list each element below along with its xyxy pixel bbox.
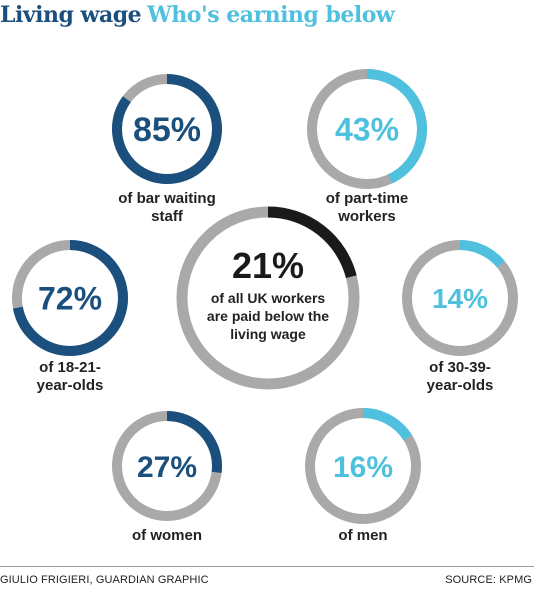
source-text: SOURCE: KPMG bbox=[445, 574, 532, 586]
donut-caption: of 30-39- bbox=[429, 359, 491, 376]
donut-4: 14% of 30-39-year-olds bbox=[402, 240, 518, 394]
donut-caption: of bar waiting bbox=[118, 190, 216, 207]
donut-2: 72% of 18-21-year-olds bbox=[12, 240, 128, 394]
donut-3: 21% of all UK workers are paid below the li… bbox=[176, 206, 360, 390]
donut-value-label: 85% bbox=[133, 111, 201, 149]
donut-caption: of part-time bbox=[326, 190, 409, 207]
donut-caption: of women bbox=[132, 527, 202, 544]
title-main: Living wage bbox=[0, 2, 142, 28]
credit-text: GIULIO FRIGIERI, GUARDIAN GRAPHIC bbox=[0, 574, 209, 586]
donut-caption: of 18-21- bbox=[39, 359, 101, 376]
donut-value-arc bbox=[402, 240, 518, 356]
donut-value-arc bbox=[176, 206, 360, 390]
donut-value-arc bbox=[112, 74, 222, 184]
donut-caption: are paid below the bbox=[207, 308, 329, 324]
page-title: Living wage Who's earning below bbox=[0, 2, 534, 28]
donut-value-arc bbox=[12, 240, 128, 356]
donut-caption: of men bbox=[338, 527, 387, 544]
donut-caption: living wage bbox=[230, 326, 306, 342]
donut-value-label: 21% bbox=[232, 245, 304, 286]
donut-caption: of all UK workers bbox=[211, 290, 326, 306]
donut-6: 16% of men bbox=[305, 408, 421, 544]
donut-value-arc bbox=[307, 69, 427, 189]
donut-value-label: 14% bbox=[432, 283, 488, 314]
donut-value-label: 72% bbox=[38, 281, 102, 317]
donut-value-label: 43% bbox=[335, 112, 399, 148]
donut-value-arc bbox=[305, 408, 421, 524]
donut-value-label: 16% bbox=[333, 451, 393, 484]
donut-caption: staff bbox=[151, 208, 184, 225]
donut-value-label: 27% bbox=[137, 451, 197, 484]
donut-caption: workers bbox=[337, 208, 396, 225]
donut-caption: year-olds bbox=[37, 377, 104, 394]
donut-caption: year-olds bbox=[427, 377, 494, 394]
donut-5: 27% of women bbox=[112, 411, 222, 544]
donut-value-arc bbox=[112, 411, 222, 521]
title-sub: Who's earning below bbox=[147, 2, 395, 28]
footer-divider bbox=[0, 566, 534, 567]
